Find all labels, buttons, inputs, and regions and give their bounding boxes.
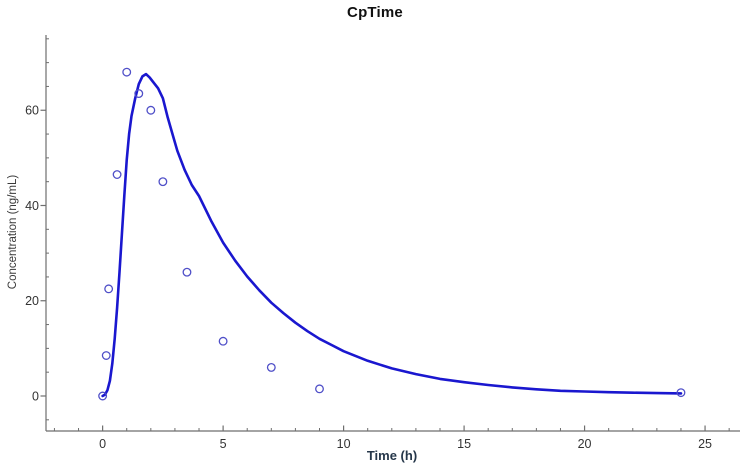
y-tick-label: 0	[32, 389, 39, 403]
observed-data-point	[101, 351, 111, 360]
x-tick-label: 25	[698, 437, 712, 451]
observed-data-point	[134, 89, 144, 99]
y-axis-title: Concentration (ng/mL)	[7, 174, 19, 290]
observed-data-point	[158, 177, 168, 187]
predicted-curve-line	[101, 72, 683, 398]
observed-data-point	[182, 267, 192, 277]
observed-data-point	[122, 67, 132, 77]
observed-data-point	[266, 362, 276, 372]
observed-data-point	[676, 388, 686, 398]
y-tick-label: 20	[25, 294, 39, 308]
x-axis-title: Time (h)	[366, 448, 418, 463]
chart-title: CpTime	[347, 4, 403, 21]
x-tick-label: 20	[578, 437, 592, 451]
observed-data-point	[146, 105, 156, 115]
observed-data-point	[218, 336, 228, 346]
x-tick-label: 15	[457, 437, 471, 451]
y-tick-label: 60	[25, 104, 39, 118]
observed-data-point	[112, 170, 122, 179]
x-tick-label: 0	[99, 437, 106, 451]
observed-data-point	[98, 391, 108, 401]
observed-data-point	[104, 284, 114, 294]
x-tick-label: 10	[337, 437, 351, 451]
y-tick-label: 40	[25, 199, 39, 213]
observed-data-point	[315, 384, 324, 394]
x-tick-label: 5	[220, 437, 227, 451]
